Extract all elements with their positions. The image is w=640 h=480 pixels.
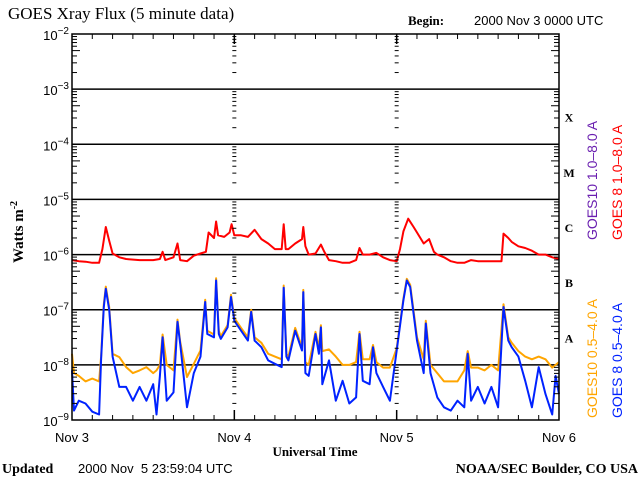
x-tick-label: Nov 3 [55,430,89,445]
legend: GOES10 1.0–8.0 A GOES 8 1.0–8.0 A GOES10 0… [584,120,625,418]
flare-class-labels: X M C B A [563,111,574,346]
x-tick-labels: Nov 3 Nov 4 Nov 5 Nov 6 [55,430,576,445]
y-tick-label: 10−2 [43,26,69,43]
y-axis-label: Watts m-2 [9,201,27,263]
series-line-goes-8-0-5-4-0-a [71,279,560,416]
flare-class-label: A [565,331,574,345]
y-tick-label: 10−9 [43,412,69,429]
series-line-goes-8-1-0-8-0-a [71,217,560,264]
flare-class-label: X [565,111,574,125]
legend-entry: GOES 8 1.0–8.0 A [609,124,625,240]
y-tick-label: 10−6 [43,247,69,264]
x-tick-label: Nov 4 [217,430,251,445]
flare-class-label: B [565,276,573,290]
begin-value: 2000 Nov 3 0000 UTC [474,13,603,28]
flare-class-label: M [563,166,574,180]
y-tick-label: 10−3 [43,81,69,98]
plot-grid [72,88,559,366]
x-axis-label: Universal Time [272,444,357,459]
updated-label: Updated [2,462,54,477]
plot-axes [71,33,560,421]
chart-title: GOES Xray Flux (5 minute data) [8,4,234,23]
flare-class-label: C [565,221,574,235]
series-line-goes10-0-5-4-0-a [71,277,560,383]
plot-series [71,217,560,416]
y-tick-label: 10−8 [43,357,69,374]
legend-entry: GOES 8 0.5–4.0 A [609,302,625,418]
y-tick-label: 10−4 [43,136,69,153]
plot-frame [71,33,560,421]
x-tick-label: Nov 6 [542,430,576,445]
legend-entry: GOES10 0.5–4.0 A [584,298,600,418]
begin-label: Begin: [408,13,444,28]
x-tick-label: Nov 5 [380,430,414,445]
credit-text: NOAA/SEC Boulder, CO USA [456,462,639,477]
y-tick-labels: 10−2 10−3 10−4 10−5 10−6 10−7 10−8 10−9 [43,26,69,429]
y-tick-label: 10−5 [43,191,69,208]
updated-value: 2000 Nov 5 23:59:04 UTC [78,461,233,476]
legend-entry: GOES10 1.0–8.0 A [584,120,600,240]
y-tick-label: 10−7 [43,302,69,319]
